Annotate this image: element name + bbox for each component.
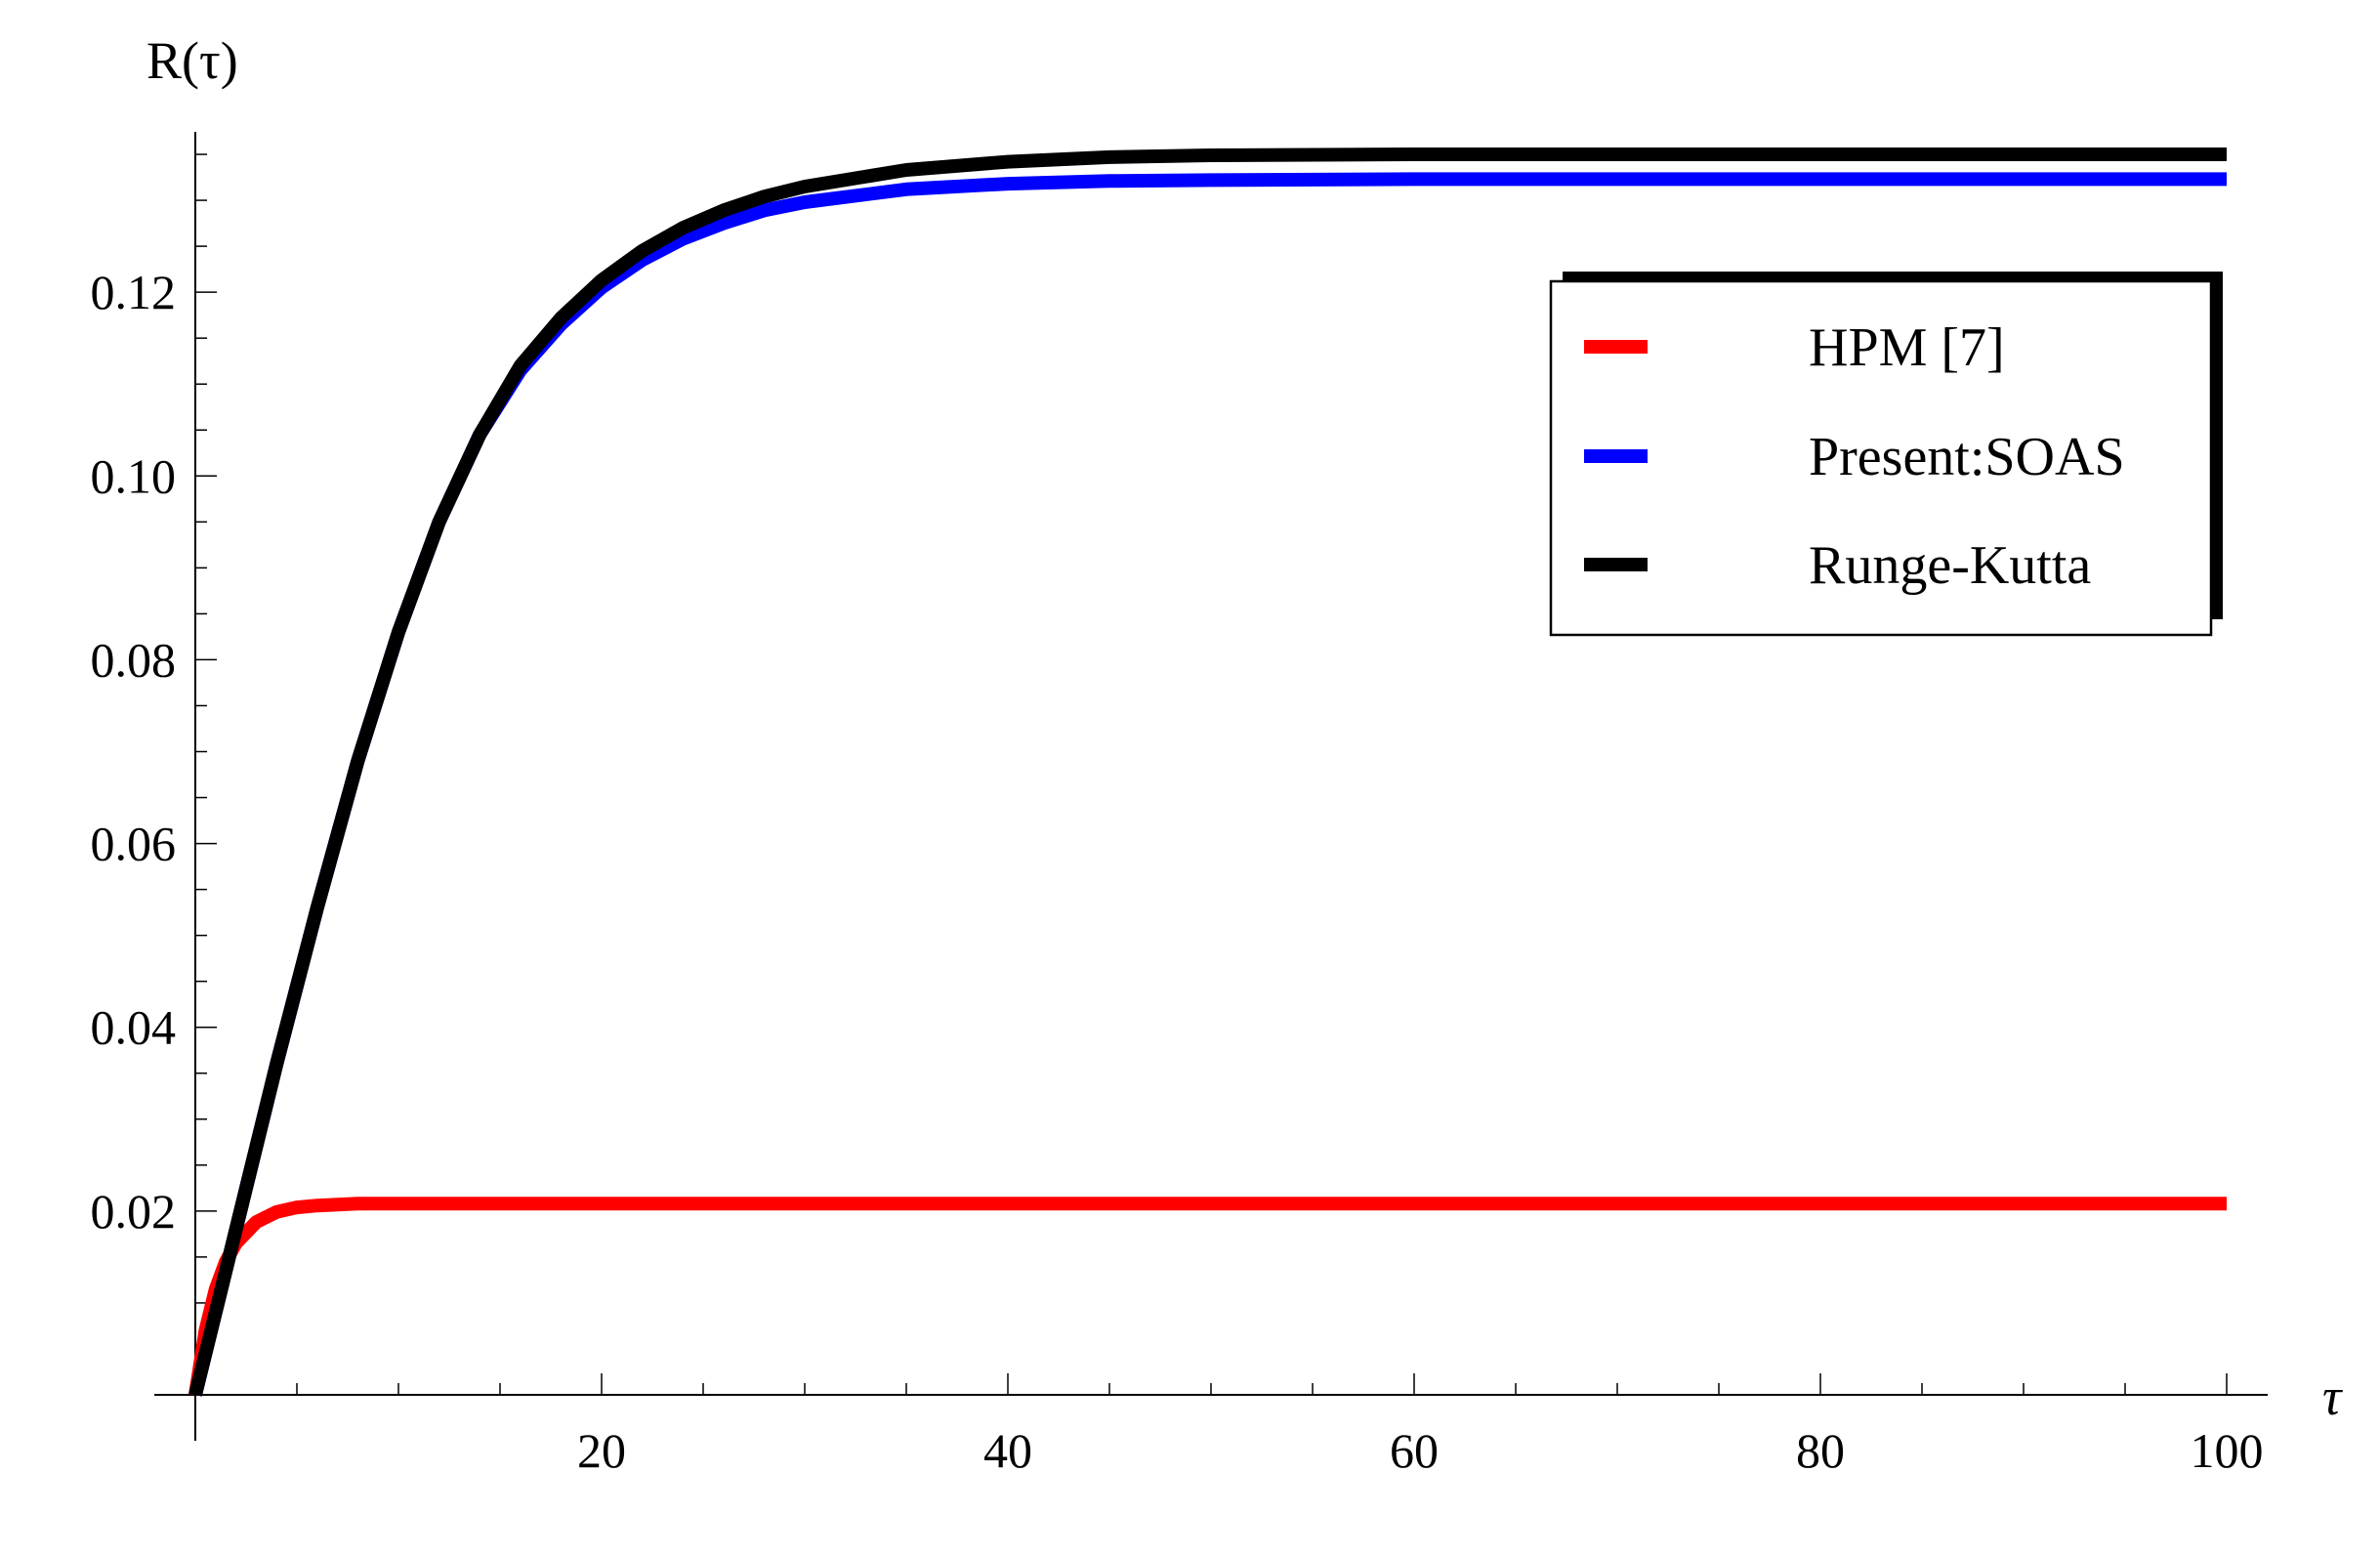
- y-tick-label: 0.10: [91, 448, 177, 503]
- x-tick-label: 60: [1390, 1423, 1439, 1478]
- legend-box: [1549, 279, 2213, 637]
- series-layer: [188, 147, 2227, 1397]
- x-tick-label: 100: [2191, 1423, 2264, 1478]
- x-tick-label: 20: [577, 1423, 626, 1478]
- series-line-0: [188, 1197, 2227, 1397]
- ticks: 20 40 60 80 100 0.02 0.04 0.06 0.08 0.10 0.12: [91, 153, 2264, 1478]
- legend-label-1: Present:SOAS: [1809, 427, 2125, 487]
- y-tick-label: 0.06: [91, 817, 177, 871]
- legend-label-2: Runge-Kutta: [1809, 535, 2091, 596]
- y-tick-label: 0.04: [91, 1000, 177, 1055]
- x-tick-label: 80: [1796, 1423, 1845, 1478]
- y-tick-label: 0.12: [91, 265, 177, 319]
- y-axis-label: R(τ): [146, 31, 238, 90]
- x-tick-label: 40: [983, 1423, 1032, 1478]
- legend-label-0: HPM [7]: [1809, 317, 2005, 378]
- y-tick-label: 0.08: [91, 632, 177, 687]
- y-tick-label: 0.02: [91, 1184, 177, 1239]
- legend-items: HPM [7] Present:SOAS Runge-Kutta: [1584, 317, 2125, 596]
- series-line-2: [188, 147, 2227, 1397]
- x-axis-label: τ: [2322, 1367, 2343, 1426]
- legend: HPM [7] Present:SOAS Runge-Kutta: [1549, 272, 2223, 637]
